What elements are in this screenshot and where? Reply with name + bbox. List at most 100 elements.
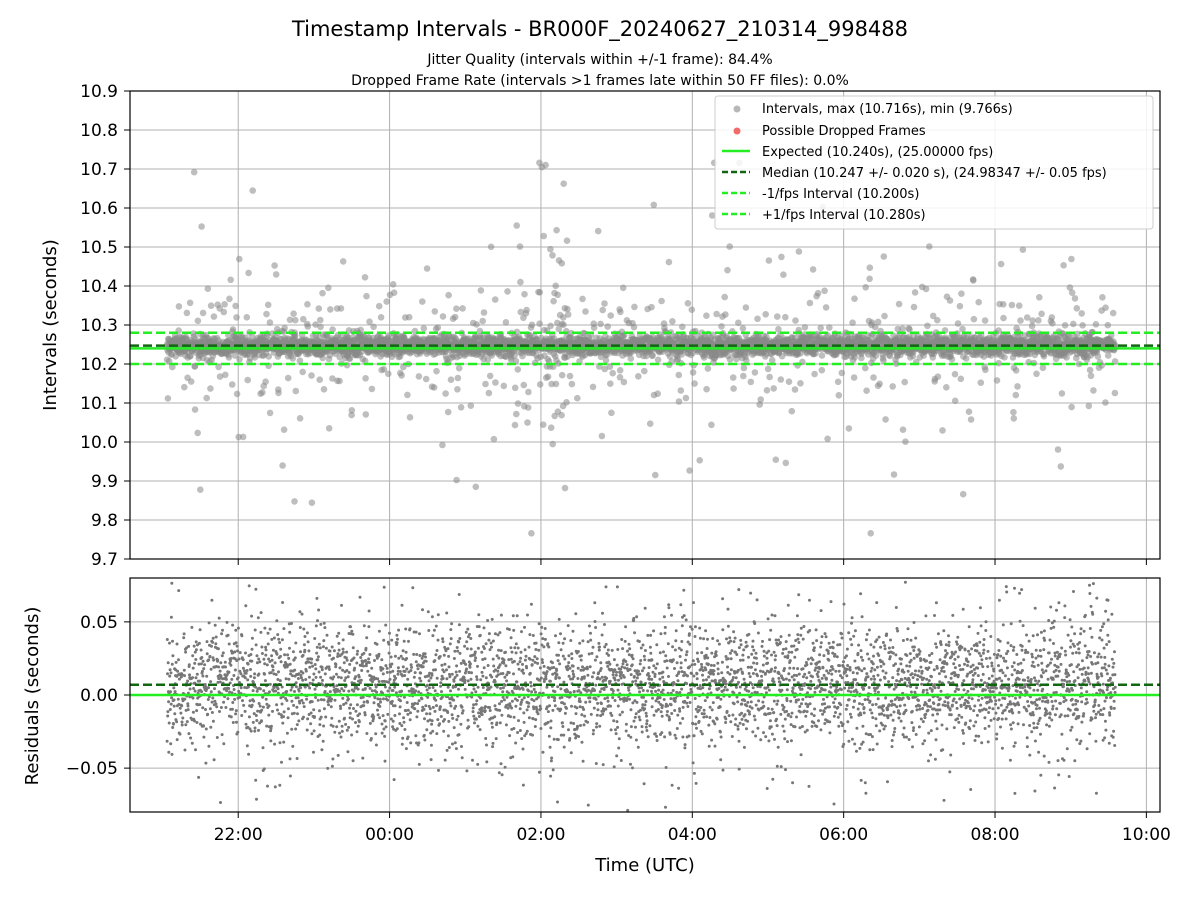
residual-point: [257, 672, 261, 676]
residual-point: [269, 739, 273, 743]
interval-point: [523, 306, 530, 314]
residual-point: [166, 714, 170, 718]
interval-point: [684, 300, 692, 307]
residual-point: [215, 736, 219, 739]
interval-point: [652, 471, 659, 479]
interval-point: [1033, 370, 1040, 378]
residual-point: [213, 687, 216, 691]
residual-point: [208, 707, 212, 711]
interval-point: [366, 318, 373, 326]
interval-point: [390, 289, 398, 297]
interval-point: [544, 373, 552, 381]
interval-point: [164, 395, 172, 402]
interval-point: [858, 354, 865, 362]
interval-point: [183, 309, 191, 317]
interval-point: [221, 301, 228, 308]
interval-point: [317, 323, 324, 331]
residual-point: [266, 631, 270, 635]
residual-point: [255, 689, 259, 693]
interval-point: [564, 353, 571, 360]
interval-point: [492, 379, 499, 386]
residual-point: [219, 801, 222, 804]
residual-point: [194, 648, 198, 652]
residual-point: [245, 669, 249, 672]
interval-point: [870, 374, 877, 381]
interval-point: [281, 324, 288, 332]
interval-point: [780, 271, 787, 279]
residual-point: [214, 635, 218, 639]
residual-point: [171, 639, 174, 643]
interval-point: [788, 407, 796, 415]
residual-point: [221, 628, 224, 632]
residual-point: [170, 581, 174, 585]
interval-point: [1012, 391, 1020, 399]
residual-point: [220, 733, 224, 737]
interval-point: [320, 386, 328, 393]
interval-point: [1070, 320, 1077, 328]
residual-point: [178, 732, 182, 736]
interval-point: [264, 301, 272, 309]
interval-point: [233, 314, 240, 321]
interval-point: [764, 365, 772, 373]
interval-point: [801, 324, 809, 331]
interval-point: [686, 467, 693, 474]
residual-point: [207, 621, 211, 625]
interval-point: [743, 357, 750, 364]
residual-point: [232, 688, 236, 691]
interval-point: [677, 387, 685, 394]
interval-point: [901, 378, 908, 386]
residual-point: [168, 674, 172, 678]
interval-point: [970, 277, 977, 284]
interval-point: [504, 288, 511, 295]
residual-point: [269, 671, 273, 675]
residual-point: [234, 709, 238, 713]
residual-point: [183, 674, 186, 678]
residual-point: [211, 696, 215, 700]
interval-point: [721, 293, 728, 301]
residual-point: [172, 698, 176, 702]
interval-point: [484, 356, 492, 363]
residual-point: [191, 654, 195, 658]
residual-point: [233, 697, 237, 701]
interval-point: [563, 237, 571, 244]
residual-point: [192, 644, 196, 648]
interval-point: [516, 243, 524, 250]
interval-point: [191, 406, 199, 413]
interval-point: [845, 425, 853, 432]
interval-point: [198, 223, 205, 230]
interval-point: [609, 369, 616, 377]
residual-point: [188, 673, 191, 677]
residual-point: [264, 648, 268, 652]
residual-point: [249, 653, 253, 656]
interval-point: [317, 316, 324, 324]
interval-point: [899, 426, 907, 434]
interval-point: [325, 284, 332, 292]
interval-point: [564, 311, 572, 318]
interval-point: [455, 364, 463, 372]
interval-point: [597, 320, 604, 328]
residual-point: [231, 623, 235, 627]
interval-point: [336, 377, 343, 385]
residual-point: [257, 728, 260, 732]
interval-point: [882, 416, 889, 423]
residual-point: [197, 641, 201, 645]
interval-point: [550, 297, 557, 305]
interval-point: [444, 408, 452, 416]
interval-point: [1102, 304, 1109, 312]
residual-point: [200, 669, 204, 673]
interval-point: [536, 320, 543, 328]
intervals-ytick-label: 10.7: [80, 160, 118, 180]
residual-point: [169, 742, 173, 746]
interval-point: [782, 459, 790, 467]
interval-point: [439, 313, 447, 320]
residual-point: [184, 650, 188, 654]
interval-point: [454, 374, 462, 382]
residual-point: [194, 676, 198, 680]
interval-point: [768, 356, 776, 364]
interval-point: [740, 372, 747, 380]
residual-point: [226, 633, 230, 637]
residual-point: [208, 654, 212, 658]
interval-point: [1068, 255, 1075, 263]
